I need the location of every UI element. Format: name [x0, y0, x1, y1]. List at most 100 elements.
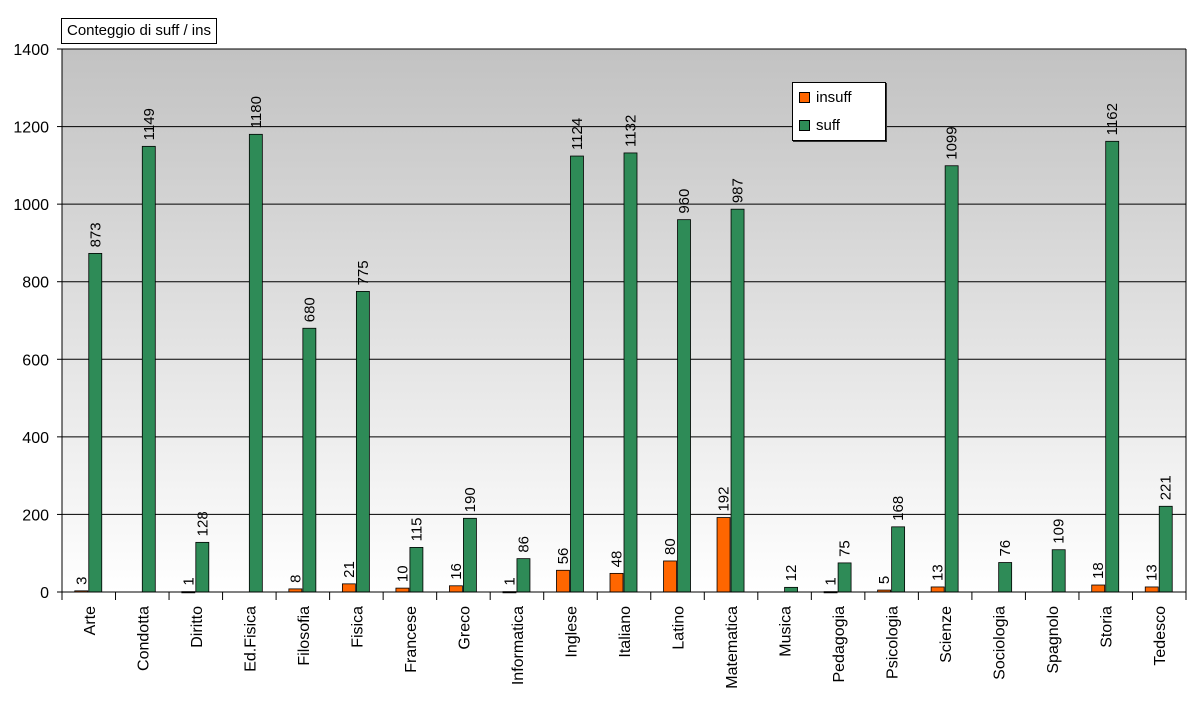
data-label: 16 [448, 563, 465, 580]
data-label: 56 [555, 548, 572, 565]
data-label: 873 [87, 222, 104, 247]
legend-item-suff: suff [799, 117, 840, 134]
y-tick-label: 1200 [13, 120, 49, 137]
x-tick-label: Arte [82, 606, 99, 635]
data-label: 1 [180, 577, 197, 585]
x-axis: Arte Condotta Diritto Ed.Fisica Filosofia Fis… [61, 591, 1187, 689]
bar-insuff-Tedesco[interactable] [1144, 586, 1159, 593]
bar-suff-Storia[interactable] [1105, 140, 1120, 593]
bar-suff-Francese[interactable] [409, 546, 424, 593]
bar-suff-Spagnolo[interactable] [1051, 549, 1066, 593]
data-label: 1 [823, 577, 840, 585]
bar-suff-Tedesco[interactable] [1158, 505, 1173, 593]
data-label: 1162 [1104, 103, 1121, 135]
data-label: 775 [355, 260, 372, 285]
x-tick-label: Matematica [724, 606, 741, 689]
data-label: 86 [515, 536, 532, 553]
x-tick-label: Fisica [349, 606, 366, 648]
data-label: 1132 [623, 115, 640, 147]
data-label: 10 [394, 565, 411, 582]
bar-suff-Condotta[interactable] [141, 145, 156, 593]
x-tick-label: Condotta [135, 606, 152, 671]
y-axis: 0 200 400 600 800 1000 1200 1400 [13, 42, 62, 602]
x-tick-label: Pedagogia [831, 606, 848, 683]
bar-suff-Diritto[interactable] [195, 541, 210, 593]
x-tick-label: Inglese [563, 606, 580, 658]
data-label: 76 [997, 540, 1014, 557]
x-tick-label: Informatica [510, 606, 527, 685]
data-label: 48 [609, 551, 626, 568]
bar-insuff-Italiano[interactable] [609, 572, 624, 593]
bar-suff-Filosofia[interactable] [302, 327, 317, 593]
data-label: 18 [1090, 562, 1107, 579]
x-tick-label: Psicologia [885, 606, 902, 679]
data-label: 75 [837, 540, 854, 557]
x-tick-label: Sociologia [992, 606, 1009, 680]
bar-insuff-Inglese[interactable] [556, 569, 570, 593]
y-tick-label: 800 [22, 275, 49, 292]
data-label: 8 [287, 575, 304, 583]
legend-swatch-suff [799, 120, 810, 131]
data-label: 168 [890, 496, 907, 521]
bar-insuff-Francese[interactable] [395, 587, 410, 593]
y-tick-label: 400 [22, 430, 49, 447]
bar-suff-Greco[interactable] [463, 517, 477, 593]
x-tick-label: Diritto [189, 606, 206, 648]
bar-suff-Pedagogia[interactable] [837, 562, 852, 593]
data-label: 21 [341, 561, 358, 578]
x-tick-label: Spagnolo [1045, 606, 1062, 674]
bar-insuff-Latino[interactable] [663, 560, 677, 593]
y-tick-label: 200 [22, 507, 49, 524]
y-tick-label: 1000 [13, 197, 49, 214]
bar-suff-Inglese[interactable] [570, 155, 584, 593]
data-label: 190 [462, 487, 479, 512]
x-tick-label: Filosofia [296, 606, 313, 666]
data-label: 13 [930, 564, 947, 581]
bar-suff-Matematica[interactable] [730, 208, 745, 593]
x-tick-label: Scienze [938, 606, 955, 663]
legend-label-suff: suff [816, 117, 840, 134]
bar-suff-Ed.Fisica[interactable] [248, 133, 263, 593]
bar-insuff-Storia[interactable] [1091, 584, 1106, 593]
x-tick-label: Ed.Fisica [242, 606, 259, 672]
bar-suff-Psicologia[interactable] [891, 526, 906, 593]
data-label: 192 [716, 487, 733, 512]
data-label: 1124 [569, 118, 586, 150]
legend-swatch-insuff [799, 92, 810, 103]
bar-suff-Latino[interactable] [677, 219, 691, 593]
x-tick-label: Francese [403, 606, 420, 673]
data-label: 128 [194, 511, 211, 536]
bar-insuff-Fisica[interactable] [341, 583, 356, 593]
data-label: 680 [301, 297, 318, 322]
data-label: 1 [501, 577, 518, 585]
y-tick-label: 0 [40, 585, 49, 602]
x-tick-label: Storia [1099, 606, 1116, 648]
bar-suff-Fisica[interactable] [355, 291, 370, 593]
data-label: 1099 [944, 126, 961, 159]
bar-suff-Informatica[interactable] [516, 558, 531, 593]
bar-insuff-Scienze[interactable] [930, 586, 945, 593]
y-tick-label: 1400 [13, 42, 49, 59]
bar-suff-Scienze[interactable] [944, 165, 959, 593]
bar-suff-Arte[interactable] [88, 253, 103, 593]
data-label: 987 [730, 178, 747, 203]
data-label: 13 [1144, 564, 1161, 581]
bar-insuff-Matematica[interactable] [716, 517, 731, 593]
data-label: 109 [1051, 519, 1068, 544]
data-label: 221 [1158, 475, 1175, 500]
x-tick-label: Italiano [617, 606, 634, 658]
data-label: 1180 [248, 96, 265, 128]
bar-suff-Musica[interactable] [784, 586, 798, 593]
data-label: 5 [876, 576, 893, 584]
data-label: 80 [662, 538, 679, 555]
data-label: 3 [73, 576, 90, 584]
chart-title[interactable]: Conteggio di suff / ins [61, 18, 217, 44]
bar-suff-Sociologia[interactable] [998, 562, 1013, 593]
x-tick-label: Latino [671, 606, 688, 650]
bar-suff-Italiano[interactable] [623, 152, 638, 593]
x-tick-label: Tedesco [1152, 606, 1169, 666]
data-label: 12 [783, 565, 800, 582]
data-label: 1149 [141, 108, 158, 140]
bar-insuff-Greco[interactable] [449, 585, 463, 593]
x-tick-label: Greco [456, 606, 473, 650]
